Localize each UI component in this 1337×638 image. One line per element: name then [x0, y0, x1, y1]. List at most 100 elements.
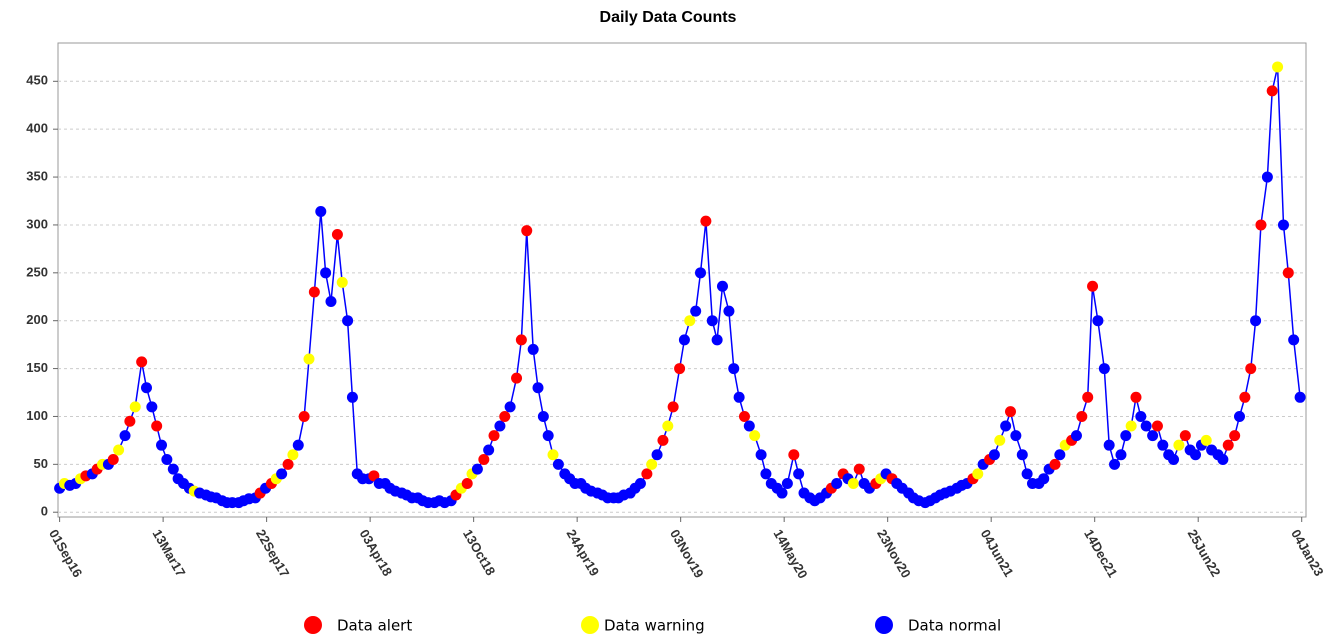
x-tick-label: 13Mar17 [150, 527, 189, 580]
data-point [1115, 449, 1127, 461]
legend-text: Data normal [908, 617, 1001, 635]
y-tick-label: 50 [34, 456, 48, 471]
x-tick-label: 14Dec21 [1081, 527, 1120, 580]
data-point [1125, 420, 1137, 432]
data-point [1277, 219, 1289, 231]
x-tick-label: 22Sep17 [253, 527, 292, 580]
data-point [1130, 391, 1142, 403]
data-point [336, 276, 348, 288]
data-point [346, 391, 358, 403]
legend-text: Data warning [604, 617, 705, 635]
data-point [690, 305, 702, 317]
data-point [1109, 458, 1121, 470]
data-point [511, 372, 523, 384]
data-point [124, 415, 136, 427]
data-point [1082, 391, 1094, 403]
data-point [315, 206, 327, 218]
x-tick-label: 03Apr18 [357, 527, 396, 579]
data-point [1135, 410, 1147, 422]
x-tick-label: 04Jan23 [1288, 527, 1327, 579]
data-point [1229, 430, 1241, 442]
x-tick-label: 04Jun21 [978, 527, 1017, 580]
data-point [292, 439, 304, 451]
legend-marker [581, 616, 599, 634]
data-point [667, 401, 679, 413]
data-point [156, 439, 168, 451]
data-point [733, 391, 745, 403]
y-tick-label: 100 [26, 408, 48, 423]
y-tick-label: 150 [26, 360, 48, 375]
data-point [461, 477, 473, 489]
data-point [831, 477, 843, 489]
data-point [287, 449, 299, 461]
data-point [1151, 420, 1163, 432]
data-point [760, 468, 772, 480]
data-point [113, 444, 125, 456]
data-point [1250, 315, 1262, 327]
data-point [342, 315, 354, 327]
data-point [276, 468, 288, 480]
data-point [1266, 85, 1278, 97]
data-point [700, 215, 712, 227]
data-point [471, 463, 483, 475]
data-point [793, 468, 805, 480]
legend-marker [304, 616, 322, 634]
data-point [325, 296, 337, 308]
data-point [706, 315, 718, 327]
data-point [716, 280, 728, 292]
data-point [1103, 439, 1115, 451]
data-point [662, 420, 674, 432]
data-point [743, 420, 755, 432]
data-point [146, 401, 158, 413]
data-point [1140, 420, 1152, 432]
data-point [1016, 449, 1028, 461]
data-point [657, 434, 669, 446]
legend-marker [875, 616, 893, 634]
data-point [1087, 280, 1099, 292]
data-point [488, 430, 500, 442]
y-tick-label: 400 [26, 121, 48, 136]
data-point [678, 334, 690, 346]
y-tick-label: 350 [26, 168, 48, 183]
data-point [1179, 430, 1191, 442]
data-point [1217, 454, 1229, 466]
data-point [695, 267, 707, 279]
data-point [308, 286, 320, 298]
data-point [853, 463, 865, 475]
data-point [1288, 334, 1300, 346]
x-tick-label: 14May20 [771, 527, 811, 581]
legend-text: Data alert [337, 617, 412, 635]
data-point [515, 334, 527, 346]
data-point [1098, 363, 1110, 375]
data-point [781, 477, 793, 489]
data-point [107, 454, 119, 466]
x-tick-label: 13Oct18 [460, 527, 498, 578]
data-point [728, 363, 740, 375]
data-point [646, 458, 658, 470]
data-point [651, 449, 663, 461]
data-point [1120, 430, 1132, 442]
data-point [1282, 267, 1294, 279]
data-point [641, 468, 653, 480]
data-point [749, 430, 761, 442]
data-point [129, 401, 141, 413]
data-point [478, 454, 490, 466]
x-tick-label: 25Jun22 [1185, 527, 1224, 580]
data-point [1233, 410, 1245, 422]
data-point [1054, 449, 1066, 461]
y-tick-label: 450 [26, 73, 48, 88]
data-point [552, 458, 564, 470]
data-point [1157, 439, 1169, 451]
data-point [988, 449, 1000, 461]
data-point [788, 449, 800, 461]
data-point [711, 334, 723, 346]
data-point [136, 356, 148, 368]
data-point [494, 420, 506, 432]
data-point [1010, 430, 1022, 442]
data-point [167, 463, 179, 475]
data-point [1245, 363, 1257, 375]
data-point [1000, 420, 1012, 432]
data-point [1239, 391, 1251, 403]
plot-area [57, 42, 1307, 518]
data-point [972, 468, 984, 480]
